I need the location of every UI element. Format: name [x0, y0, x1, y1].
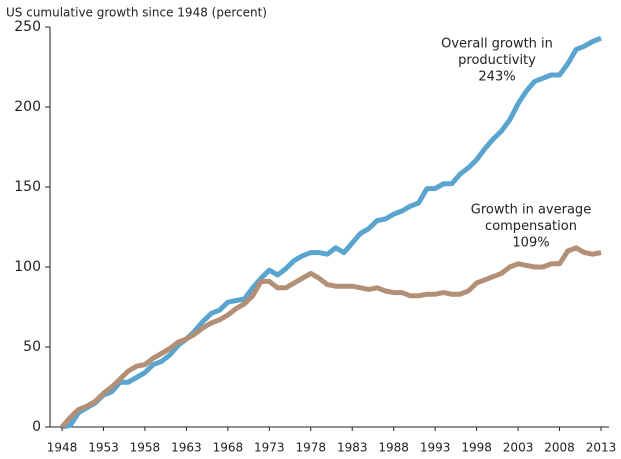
y-tick-label: 0 [32, 419, 41, 435]
y-tick-label: 200 [14, 99, 41, 115]
annotation: productivity [458, 53, 536, 68]
x-tick-label: 1998 [461, 441, 492, 455]
x-tick-label: 1973 [254, 441, 285, 455]
x-tick-label: 2013 [586, 441, 617, 455]
x-tick-label: 1948 [47, 441, 78, 455]
x-tick-label: 1963 [171, 441, 202, 455]
series-line [61, 35, 602, 430]
y-tick-label: 50 [23, 339, 41, 355]
x-tick-label: 1978 [295, 441, 326, 455]
x-tick-label: 1968 [213, 441, 244, 455]
x-tick-label: 1993 [420, 441, 451, 455]
series-line [60, 245, 602, 429]
annotation: 109% [512, 236, 549, 251]
x-tick-label: 2008 [544, 441, 575, 455]
annotation: compensation [485, 219, 577, 234]
y-tick-label: 150 [14, 179, 41, 195]
y-axis-label: US cumulative growth since 1948 (percent… [6, 6, 267, 20]
x-tick-label: 1953 [88, 441, 119, 455]
x-tick-label: 1958 [130, 441, 161, 455]
x-tick-label: 1988 [378, 441, 409, 455]
annotation: 243% [478, 70, 515, 85]
y-tick-label: 100 [14, 259, 41, 275]
x-tick-label: 1983 [337, 441, 368, 455]
annotation: Overall growth in [441, 37, 553, 52]
x-tick-label: 2003 [503, 441, 534, 455]
annotation: Growth in average [471, 203, 591, 218]
y-tick-label: 250 [14, 19, 41, 35]
